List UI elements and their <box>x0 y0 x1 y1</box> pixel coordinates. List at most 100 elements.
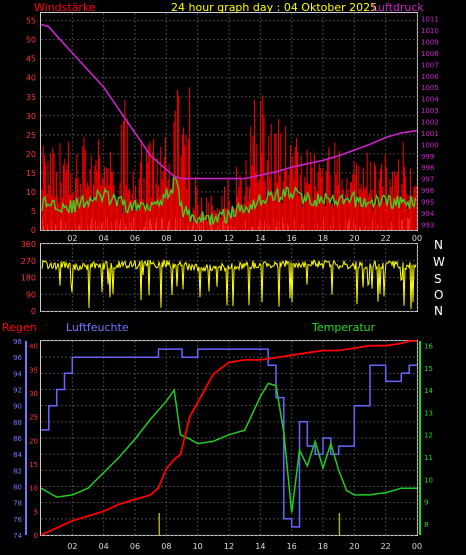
wind-x-tick-label: 06 <box>130 234 140 243</box>
direction-y-tick-label: 360 <box>21 240 36 249</box>
temperature-y-tick-label: 10 <box>424 476 433 484</box>
temperature-series <box>40 382 417 513</box>
humidity-x-tick-label: 20 <box>349 542 359 551</box>
pressure-y-tick-label: 999 <box>421 153 434 161</box>
temperature-y-tick-label: 15 <box>424 365 433 373</box>
wind-x-tick-label: 04 <box>99 234 109 243</box>
temperature-y-tick-label: 16 <box>424 342 433 350</box>
wind-y-tick-label: 40 <box>26 74 36 83</box>
compass-label-n-bottom: N <box>434 304 443 318</box>
compass-label-n-top: N <box>434 238 443 252</box>
humidity-y-tick-label: 74 <box>13 532 22 540</box>
rain-y-tick-label: 10 <box>29 485 38 493</box>
direction-y-tick-label: 270 <box>21 257 36 266</box>
wind-y-tick-label: 45 <box>26 55 36 64</box>
wind-y-tick-label: 30 <box>26 112 36 121</box>
rain-rate-bar <box>158 513 160 535</box>
compass-label-o: O <box>434 288 444 302</box>
pressure-y-tick-label: 1002 <box>421 119 439 127</box>
pressure-y-tick-label: 993 <box>421 221 434 229</box>
pressure-y-tick-label: 1000 <box>421 141 439 149</box>
humidity-y-tick-label: 92 <box>13 387 22 395</box>
humidity-x-tick-label: 02 <box>67 542 77 551</box>
wind-y-tick-label: 10 <box>26 188 36 197</box>
humidity-x-tick-label: 10 <box>193 542 203 551</box>
direction-y-tick-label: 0 <box>31 307 36 316</box>
wind-y-tick-label: 15 <box>26 169 36 178</box>
temperature-y-tick-label: 14 <box>424 387 433 395</box>
page-title: 24 hour graph day : 04 Oktober 2025 <box>171 1 378 14</box>
rain-axis-title: Regen <box>2 321 37 334</box>
humidity-x-tick-label: 06 <box>130 542 140 551</box>
pressure-y-tick-label: 1005 <box>421 84 439 92</box>
humidity-y-tick-label: 80 <box>13 484 22 492</box>
humidity-y-tick-label: 82 <box>13 467 22 475</box>
pressure-y-tick-label: 1011 <box>421 16 439 24</box>
wind-x-tick-label: 02 <box>67 234 77 243</box>
wind-y-tick-label: 20 <box>26 150 36 159</box>
rain-series <box>40 340 417 536</box>
wind-x-tick-label: 22 <box>381 234 391 243</box>
rain-rate-bar <box>338 513 341 535</box>
temperature-y-tick-label: 13 <box>424 409 433 417</box>
wind-y-tick-label: 25 <box>26 131 36 140</box>
humidity-y-tick-label: 78 <box>13 500 22 508</box>
direction-y-tick-label: 90 <box>26 290 36 299</box>
humidity-x-tick-label: 18 <box>318 542 328 551</box>
pressure-y-tick-label: 997 <box>421 176 434 184</box>
humidity-y-tick-label: 96 <box>13 354 22 362</box>
pressure-axis-title: Luftdruck <box>372 1 424 14</box>
wind-x-tick-label: 12 <box>224 234 234 243</box>
humidity-x-tick-label: 14 <box>255 542 265 551</box>
wind-x-tick-label: 18 <box>318 234 328 243</box>
pressure-y-tick-label: 996 <box>421 187 435 195</box>
pressure-y-tick-label: 1003 <box>421 107 439 115</box>
pressure-y-tick-label: 1006 <box>421 73 439 81</box>
pressure-y-tick-label: 1004 <box>421 96 439 104</box>
humidity-y-tick-label: 88 <box>13 419 22 427</box>
humidity-x-tick-label: 08 <box>161 542 171 551</box>
pressure-series <box>40 23 418 180</box>
temperature-y-tick-label: 9 <box>424 499 428 507</box>
rain-y-tick-label: 15 <box>29 461 38 469</box>
rain-y-tick-label: 30 <box>29 390 38 398</box>
direction-y-tick-label: 180 <box>21 274 36 283</box>
temperature-axis-title: Temperatur <box>312 321 376 334</box>
wind-x-tick-label: 16 <box>287 234 297 243</box>
humidity-y-tick-label: 84 <box>13 451 22 459</box>
wind-direction-series <box>41 258 417 310</box>
humidity-x-tick-label: 12 <box>224 542 234 551</box>
wind-y-tick-label: 0 <box>31 226 36 235</box>
humidity-y-tick-label: 98 <box>13 338 22 346</box>
rain-y-tick-label: 5 <box>34 508 38 516</box>
temperature-y-tick-label: 8 <box>424 521 428 529</box>
rain-y-tick-label: 40 <box>29 343 38 351</box>
pressure-y-tick-label: 998 <box>421 164 434 172</box>
wind-x-tick-label: 08 <box>161 234 171 243</box>
pressure-y-tick-label: 1008 <box>421 50 439 58</box>
humidity-series <box>41 348 417 528</box>
wind-x-tick-label: 10 <box>193 234 203 243</box>
wind-x-tick-label: 00 <box>412 234 422 243</box>
temperature-y-tick-label: 12 <box>424 432 433 440</box>
wind-y-tick-label: 50 <box>26 36 36 45</box>
wind-y-tick-label: 5 <box>31 207 36 216</box>
pressure-y-tick-label: 1010 <box>421 27 439 35</box>
pressure-y-tick-label: 995 <box>421 198 434 206</box>
rain-y-tick-label: 35 <box>29 366 38 374</box>
rain-y-tick-label: 0 <box>34 532 38 540</box>
humidity-axis-title: Luftfeuchte <box>66 321 129 334</box>
wind-average-series <box>41 174 417 226</box>
wind-y-tick-label: 35 <box>26 93 36 102</box>
pressure-y-tick-label: 1009 <box>421 39 439 47</box>
humidity-y-tick-label: 76 <box>13 516 22 524</box>
rain-y-tick-label: 20 <box>29 437 38 445</box>
humidity-x-tick-label: 16 <box>287 542 297 551</box>
wind-x-tick-label: 20 <box>349 234 359 243</box>
humidity-x-tick-label: 04 <box>99 542 109 551</box>
pressure-y-tick-label: 1007 <box>421 61 439 69</box>
humidity-x-tick-label: 00 <box>412 542 422 551</box>
humidity-y-tick-label: 94 <box>13 370 22 378</box>
